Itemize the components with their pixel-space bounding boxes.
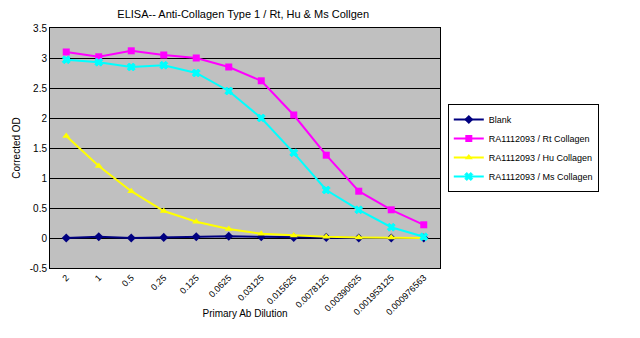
svg-text:2.5: 2.5 [33, 83, 47, 94]
svg-text:1: 1 [93, 273, 104, 284]
svg-text:ELISA-- Anti-Collagen Type 1 /: ELISA-- Anti-Collagen Type 1 / Rt, Hu & … [117, 8, 369, 20]
svg-text:0.001953125: 0.001953125 [352, 273, 396, 317]
svg-text:0.5: 0.5 [33, 203, 47, 214]
svg-text:0.25: 0.25 [149, 273, 168, 292]
svg-text:-0.5: -0.5 [30, 263, 48, 274]
svg-text:0.03125: 0.03125 [236, 273, 266, 303]
svg-text:RA1112093 / Hu Collagen: RA1112093 / Hu Collagen [489, 153, 592, 163]
svg-text:1: 1 [41, 173, 47, 184]
svg-text:2: 2 [41, 113, 47, 124]
svg-text:0.0078125: 0.0078125 [294, 273, 331, 310]
svg-text:RA1112093 / Rt Collagen: RA1112093 / Rt Collagen [489, 134, 590, 144]
svg-text:2: 2 [60, 273, 71, 284]
svg-text:3: 3 [41, 53, 47, 64]
svg-text:Corrected OD: Corrected OD [11, 117, 22, 179]
svg-text:0.125: 0.125 [178, 273, 201, 296]
svg-text:3.5: 3.5 [33, 23, 47, 34]
svg-text:1.5: 1.5 [33, 143, 47, 154]
svg-text:RA1112093 / Ms Collagen: RA1112093 / Ms Collagen [489, 172, 593, 182]
svg-text:0.0625: 0.0625 [207, 273, 234, 300]
svg-text:Blank: Blank [489, 115, 512, 125]
svg-text:0.015625: 0.015625 [265, 273, 299, 307]
svg-text:0: 0 [41, 233, 47, 244]
svg-text:0.000976563: 0.000976563 [384, 273, 428, 317]
svg-text:0.00390625: 0.00390625 [323, 273, 364, 314]
svg-text:0.5: 0.5 [120, 273, 136, 289]
svg-text:Primary Ab Dilution: Primary Ab Dilution [202, 308, 287, 319]
